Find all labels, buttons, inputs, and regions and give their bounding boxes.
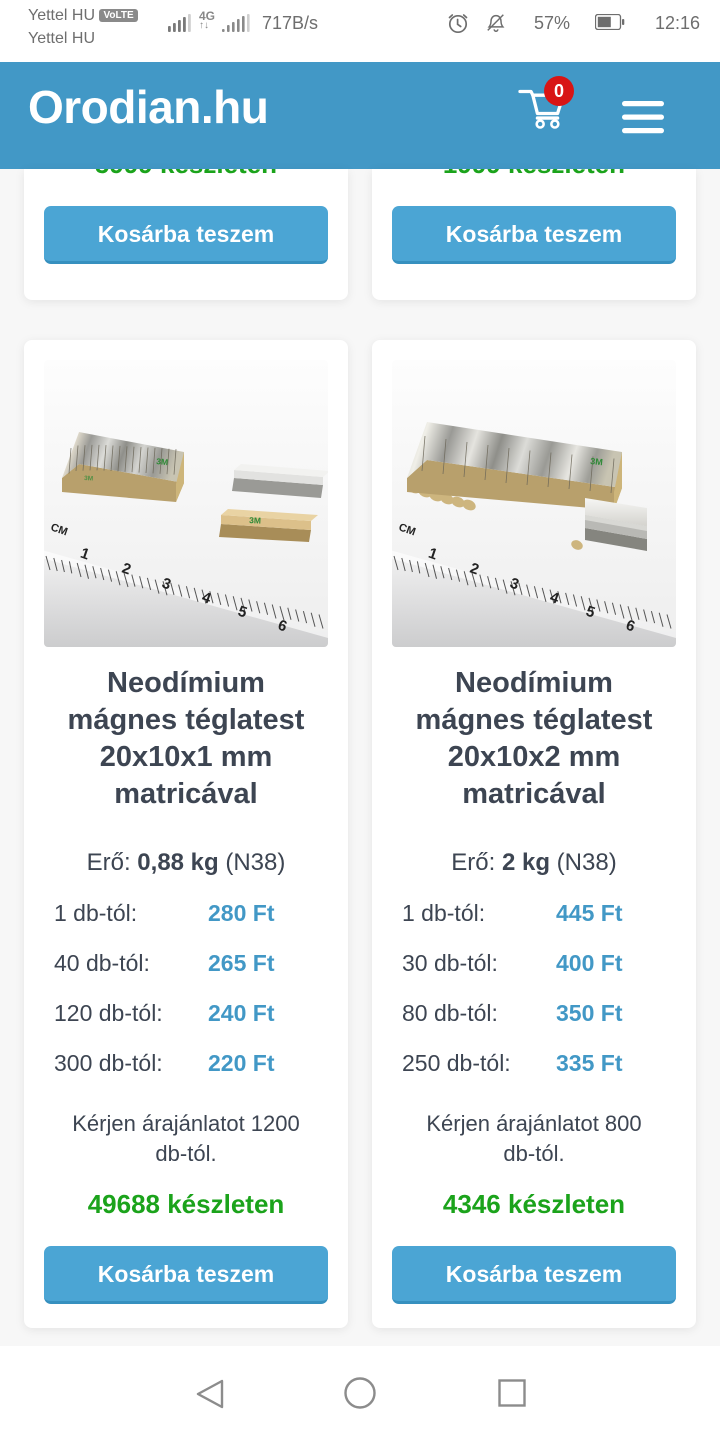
svg-text:3M: 3M	[156, 456, 169, 467]
svg-text:3M: 3M	[590, 456, 603, 467]
svg-text:3M: 3M	[84, 475, 93, 482]
svg-text:3M: 3M	[249, 515, 261, 526]
